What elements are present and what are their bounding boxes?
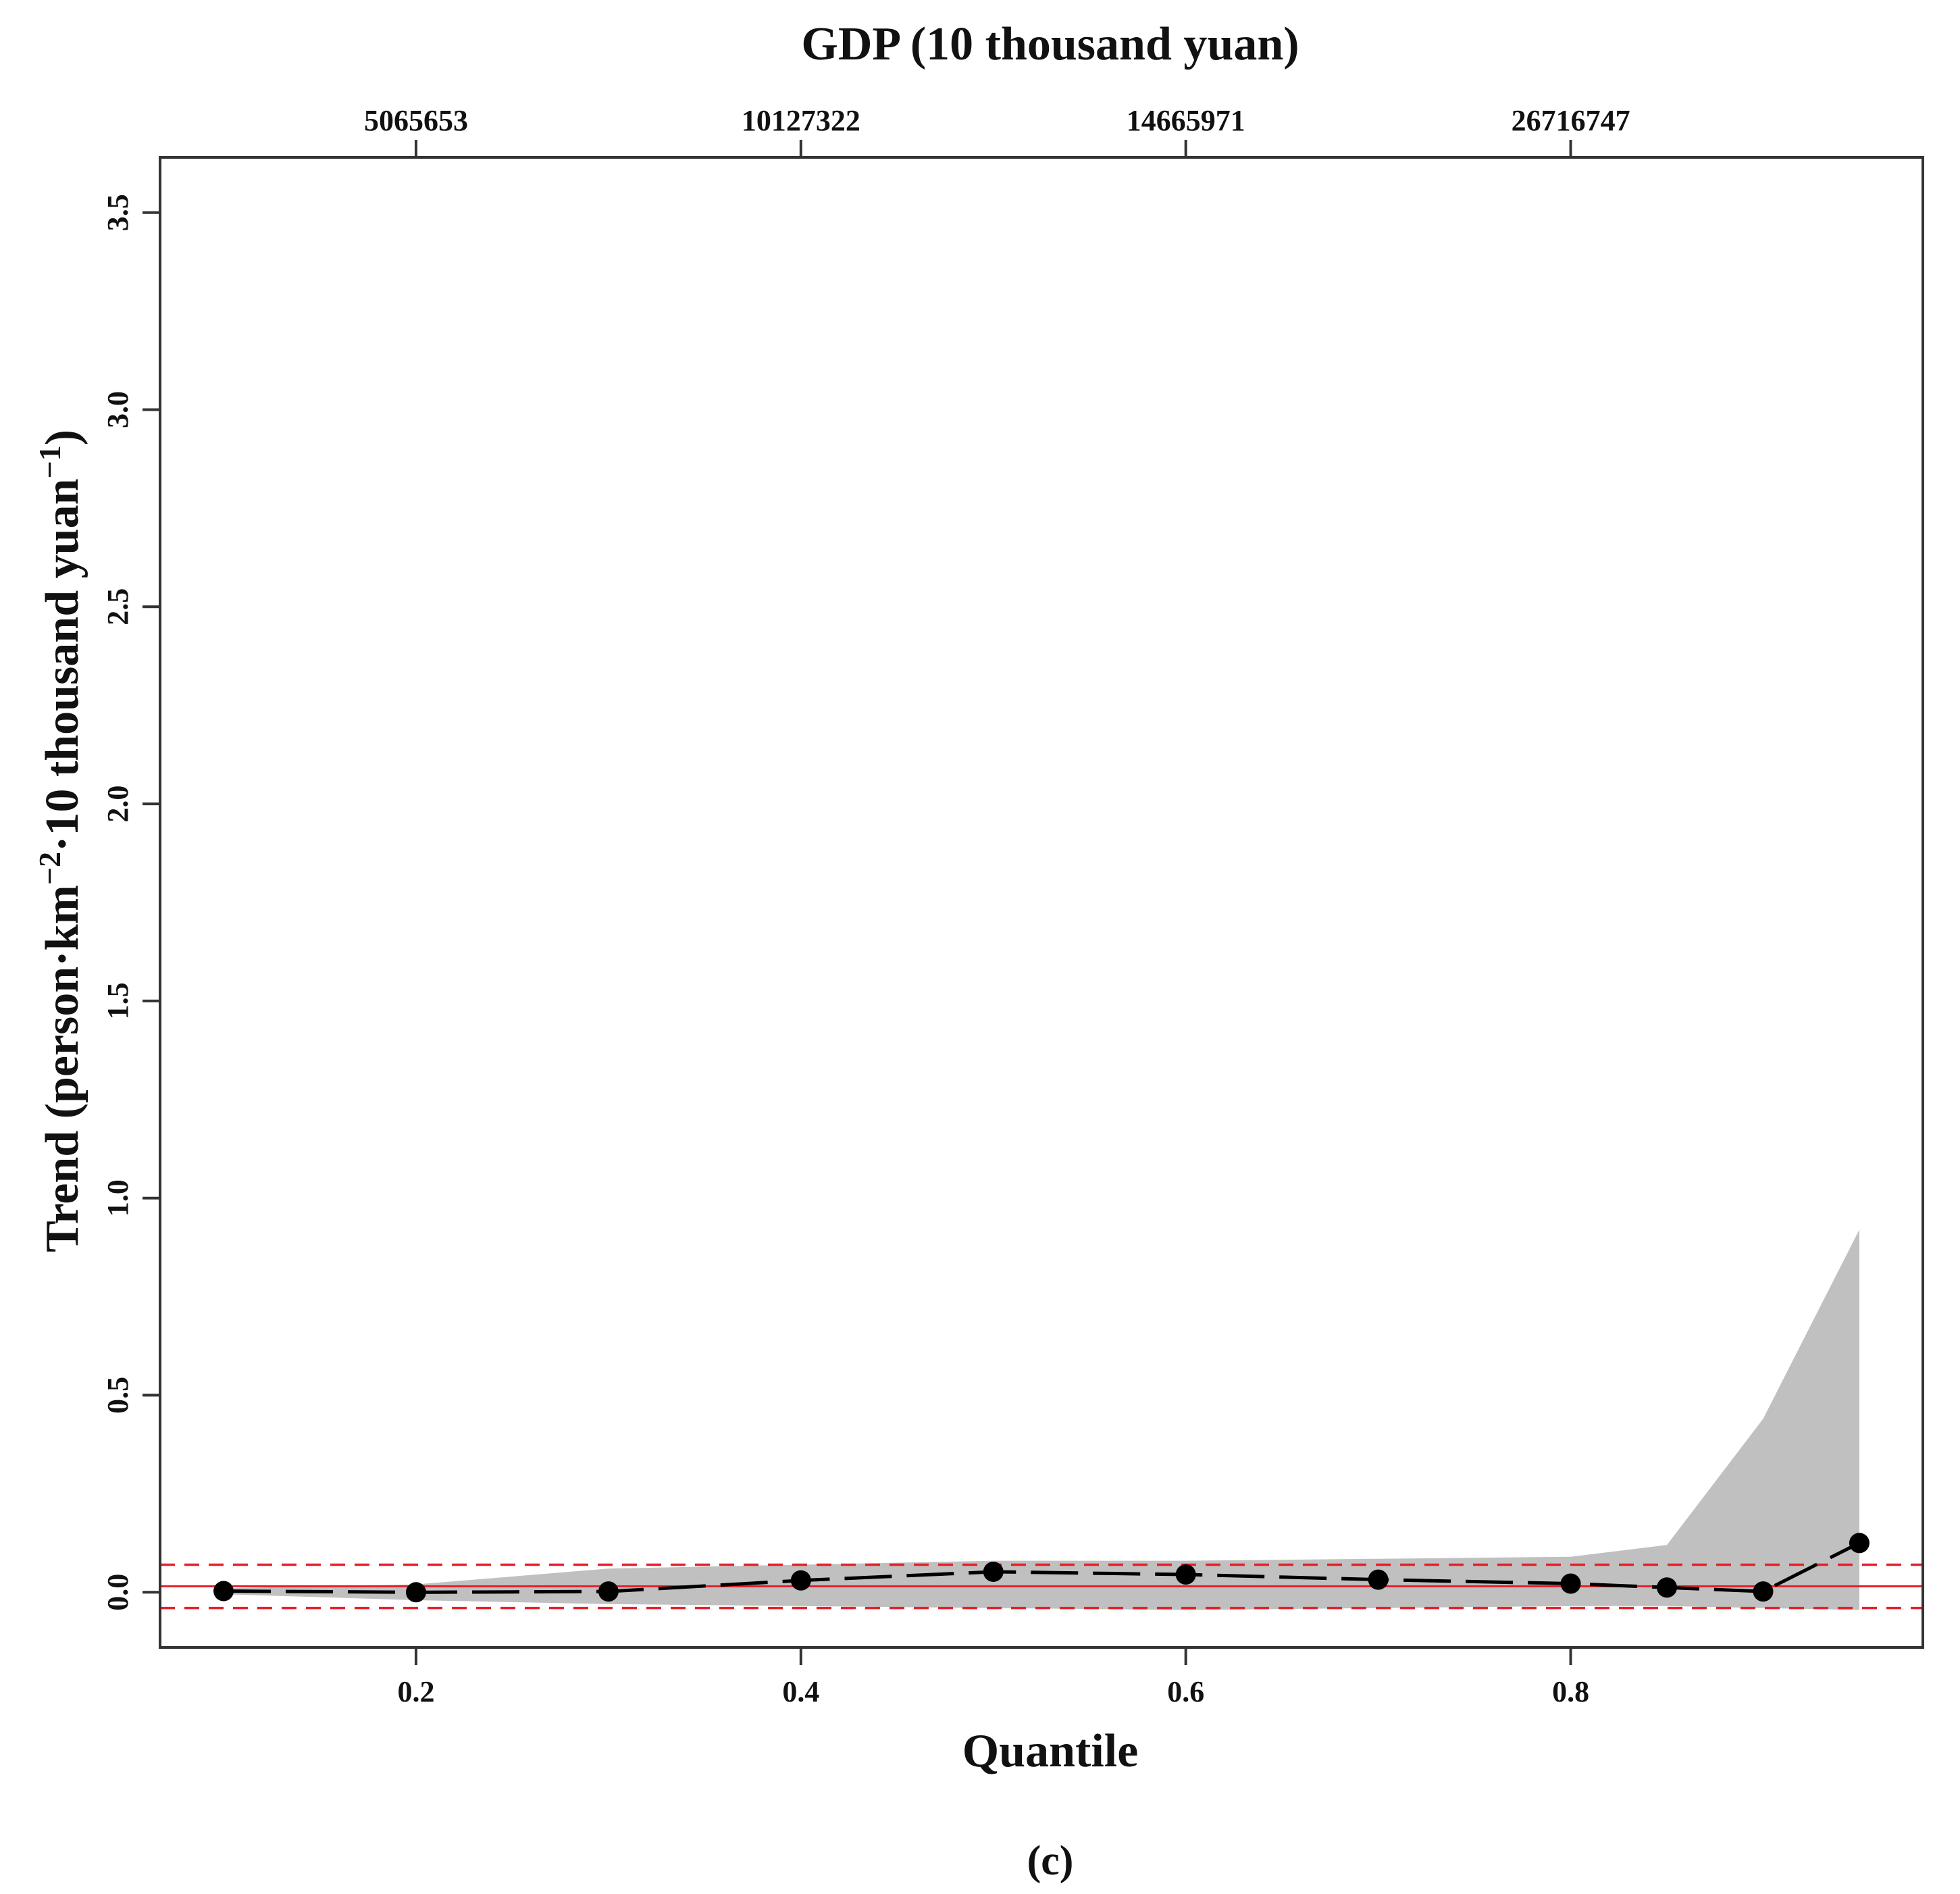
y-axis: 0.0 0.5 1.0 1.5 2.0 2.5 3.0 3.5 xyxy=(101,194,160,1611)
data-point xyxy=(598,1581,619,1602)
x-tick-label: 0.8 xyxy=(1552,1675,1589,1708)
y-axis-label-pre: Trend (person·km xyxy=(36,885,88,1252)
data-point xyxy=(1657,1577,1678,1598)
x-tick-label: 0.2 xyxy=(397,1675,434,1708)
y-tick-label: 0.0 xyxy=(101,1574,134,1611)
data-point xyxy=(790,1570,811,1591)
data-point xyxy=(1368,1569,1389,1590)
y-axis-label: Trend (person·km−2·10 thousand yuan−1) xyxy=(32,430,88,1252)
y-tick-label: 2.0 xyxy=(101,786,134,823)
top-axis-title: GDP (10 thousand yuan) xyxy=(801,18,1299,70)
y-axis-label-sup2: −1 xyxy=(32,445,67,478)
data-point xyxy=(405,1582,426,1603)
y-axis-label-sup1: −2 xyxy=(32,852,67,885)
y-tick-label: 2.5 xyxy=(101,588,134,625)
x-tick-label: 0.4 xyxy=(782,1675,819,1708)
data-point xyxy=(1560,1573,1581,1594)
data-point xyxy=(213,1581,234,1602)
y-tick-label: 1.0 xyxy=(101,1179,134,1217)
plot-frame xyxy=(159,156,1924,1649)
data-point xyxy=(1175,1564,1196,1585)
x-tick-label: 0.6 xyxy=(1167,1675,1204,1708)
top-tick-label: 5065653 xyxy=(364,104,468,137)
x-axis-label: Quantile xyxy=(962,1725,1139,1777)
top-tick-label: 26716747 xyxy=(1512,104,1630,137)
y-tick-label: 3.0 xyxy=(101,391,134,428)
confidence-band xyxy=(224,1229,1859,1610)
quantile-series xyxy=(213,1533,1869,1603)
data-point xyxy=(983,1561,1004,1582)
panel-label: (c) xyxy=(1027,1838,1074,1884)
y-axis-label-post: ) xyxy=(36,430,88,445)
y-tick-label: 1.5 xyxy=(101,982,134,1019)
top-axis: 5065653 10127322 14665971 26716747 xyxy=(364,104,1630,157)
y-tick-label: 3.5 xyxy=(101,194,134,231)
y-tick-label: 0.5 xyxy=(101,1377,134,1414)
top-tick-label: 14665971 xyxy=(1127,104,1245,137)
y-axis-label-mid: ·10 thousand yuan xyxy=(36,478,88,851)
x-axis: 0.2 0.4 0.6 0.8 xyxy=(397,1647,1589,1708)
data-point xyxy=(1753,1581,1774,1602)
data-point xyxy=(1849,1533,1869,1554)
top-tick-label: 10127322 xyxy=(742,104,860,137)
